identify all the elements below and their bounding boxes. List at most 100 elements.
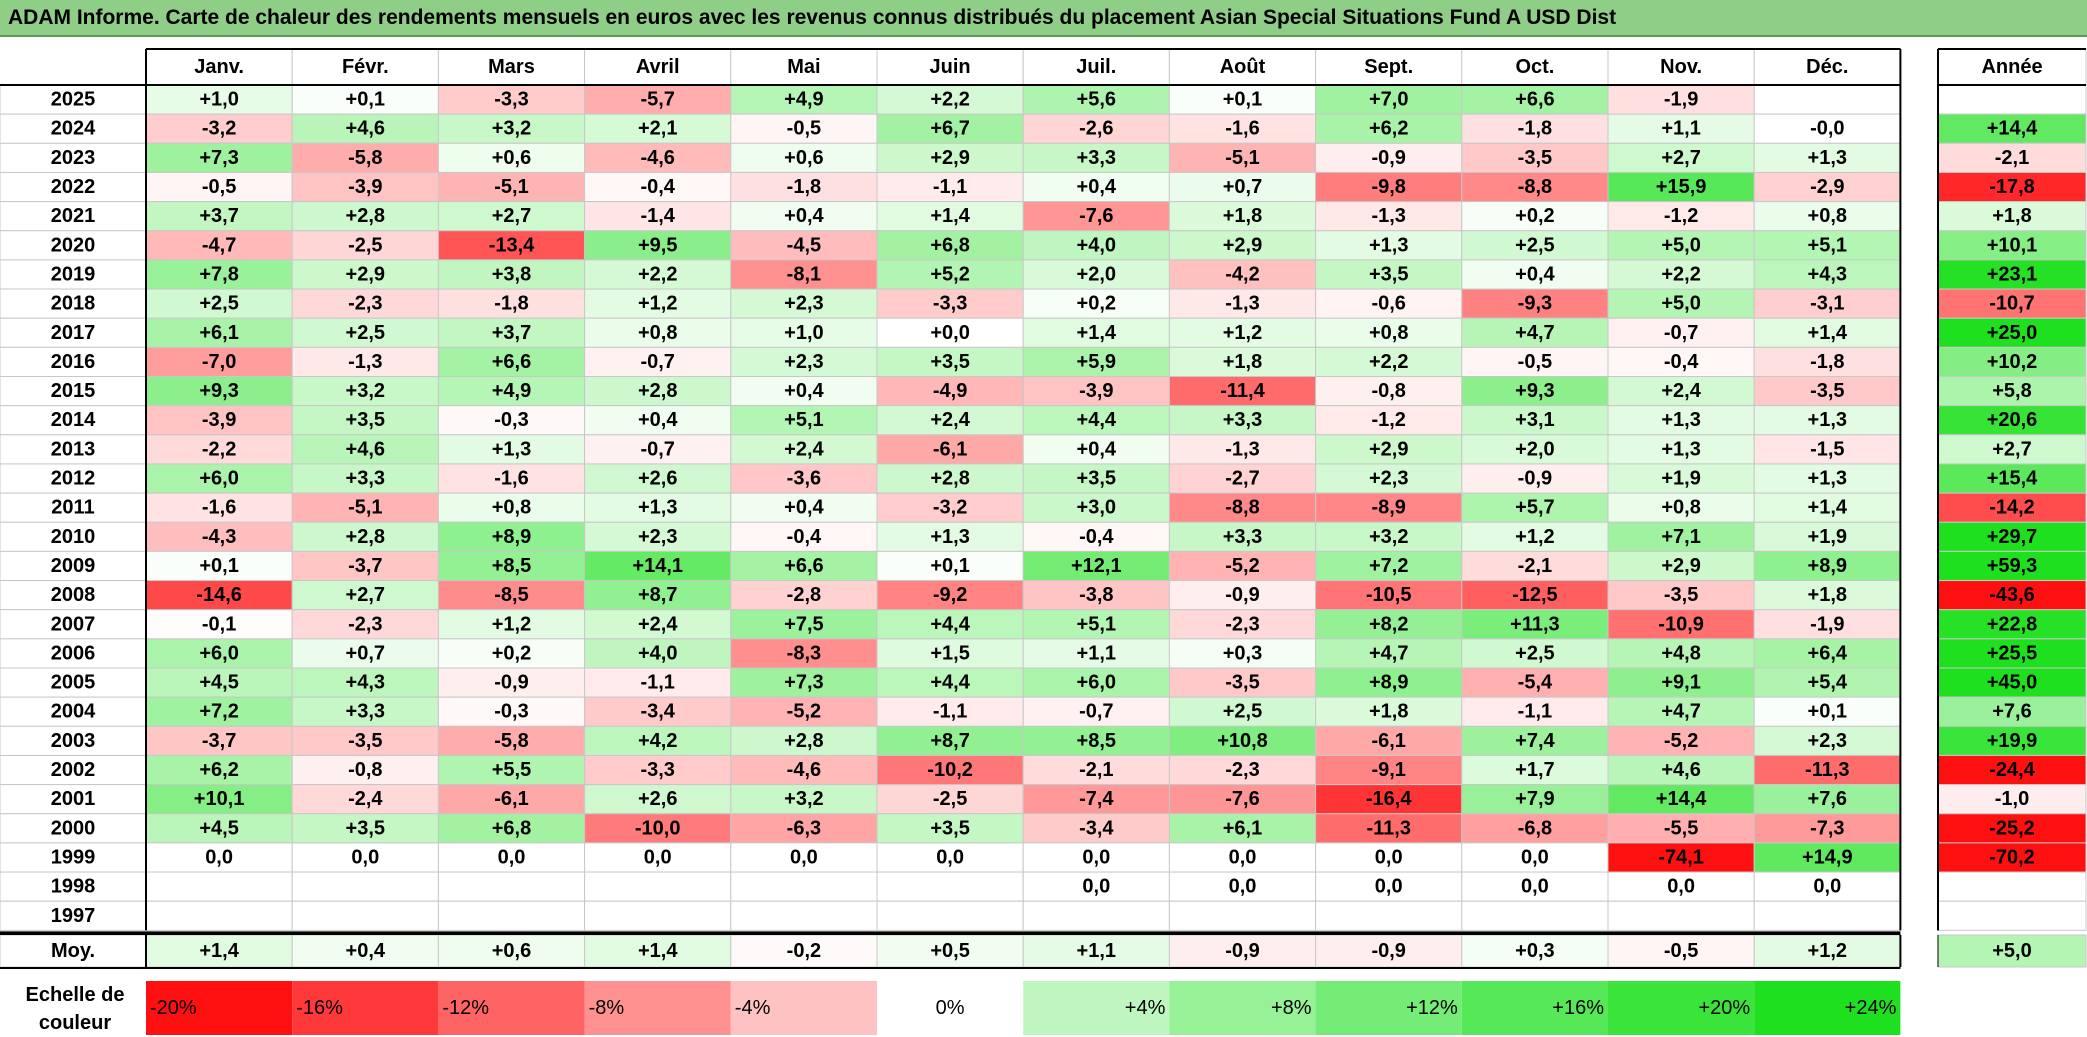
color-scale-value: -16% <box>296 997 343 1019</box>
heatmap-cell <box>730 784 878 815</box>
heatmap-cell-value: -0,9 <box>494 672 528 694</box>
heatmap-cell <box>1168 492 1317 523</box>
heatmap-cell-value: -0,3 <box>494 701 528 723</box>
annual-cell <box>1937 550 2087 582</box>
heatmap-cell <box>437 550 586 582</box>
month-header-10: Oct. <box>1515 56 1554 78</box>
heatmap-cell-value: +8,5 <box>1077 730 1116 752</box>
heatmap-cell <box>1607 492 1755 523</box>
heatmap-cell-value: -0,8 <box>348 759 382 781</box>
heatmap-cell-value: -5,4 <box>1518 672 1553 694</box>
year-label-cell <box>0 609 147 640</box>
heatmap-cell <box>1022 550 1170 582</box>
annual-cell-value: -1,0 <box>1995 788 2029 810</box>
heatmap-cell-value: -3,3 <box>640 759 674 781</box>
heatmap-cell-value: +0,6 <box>492 147 531 169</box>
heatmap-cell <box>1022 405 1170 436</box>
heatmap-cell <box>1753 346 1901 378</box>
heatmap-cell <box>145 521 293 552</box>
year-label: 2023 <box>51 147 96 169</box>
heatmap-cell-value: +2,4 <box>930 409 970 431</box>
heatmap-cell-value: 0,0 <box>936 846 964 868</box>
heatmap-cell <box>437 842 586 873</box>
year-label: 1997 <box>51 905 96 927</box>
heatmap-cell-value: -6,3 <box>787 817 821 839</box>
heatmap-cell-value: -1,6 <box>1225 118 1259 140</box>
heatmap-cell <box>1315 201 1463 232</box>
heatmap-cell <box>437 900 586 931</box>
color-scale-value: 0% <box>936 997 965 1019</box>
heatmap-cell-value: +0,2 <box>492 642 531 664</box>
heatmap-cell <box>1315 550 1463 582</box>
heatmap-cell-value: +1,7 <box>1515 759 1554 781</box>
heatmap-cell-value: -1,1 <box>1518 701 1552 723</box>
heatmap-cell <box>1022 813 1170 844</box>
heatmap-cell <box>1168 754 1317 786</box>
heatmap-cell <box>1607 259 1755 290</box>
heatmap-cell-value: -5,8 <box>494 730 528 752</box>
heatmap-cell-value: +1,2 <box>1223 322 1262 344</box>
heatmap-cell <box>291 84 439 115</box>
heatmap-cell-value: +0,1 <box>1223 89 1262 111</box>
heatmap-cell <box>1315 171 1463 203</box>
heatmap-cell <box>437 317 586 348</box>
heatmap-cell-value: +3,1 <box>1515 409 1554 431</box>
heatmap-cell-value: +2,7 <box>346 584 385 606</box>
heatmap-cell-value: +4,5 <box>199 672 238 694</box>
heatmap-cell-value: +1,2 <box>638 293 677 315</box>
heatmap-cell <box>1168 376 1317 407</box>
heatmap-cell <box>876 317 1024 348</box>
heatmap-cell <box>145 580 293 611</box>
average-cell <box>876 934 1024 968</box>
average-label: Moy. <box>51 940 95 962</box>
heatmap-cell-value: -14,6 <box>196 584 242 606</box>
heatmap-cell-value: +2,4 <box>1661 380 1701 402</box>
heatmap-cell <box>1168 842 1317 873</box>
heatmap-cell-value: +5,5 <box>492 759 531 781</box>
heatmap-cell <box>1022 521 1170 552</box>
heatmap-cell <box>1753 725 1901 756</box>
heatmap-cell-value: +6,0 <box>199 642 238 664</box>
heatmap-cell-value: +12,1 <box>1071 555 1122 577</box>
heatmap-cell-value: 0,0 <box>205 846 233 868</box>
average-cell-value: -0,5 <box>1664 940 1698 962</box>
heatmap-cell-value: -9,2 <box>933 584 967 606</box>
heatmap-cell-value: +1,1 <box>1077 642 1116 664</box>
heatmap-cell <box>1461 230 1609 261</box>
heatmap-cell-value: +4,9 <box>492 380 531 402</box>
heatmap-cell <box>1607 638 1755 669</box>
heatmap-cell-value: -10,0 <box>635 817 681 839</box>
color-scale-swatch <box>1315 981 1462 1035</box>
heatmap-cell-value: +0,8 <box>1369 322 1408 344</box>
heatmap-cell <box>876 84 1024 115</box>
heatmap-cell-value: -2,3 <box>1225 613 1259 635</box>
heatmap-cell-value: +10,1 <box>194 788 245 810</box>
heatmap-cell <box>584 171 732 203</box>
heatmap-cell <box>730 259 878 290</box>
heatmap-cell <box>1022 463 1170 494</box>
heatmap-cell-value: +1,5 <box>930 642 969 664</box>
heatmap-cell <box>876 463 1024 494</box>
heatmap-cell <box>876 492 1024 523</box>
heatmap-cell-value: -0,8 <box>1371 380 1405 402</box>
heatmap-cell <box>730 405 878 436</box>
heatmap-cell-value: -1,6 <box>202 497 236 519</box>
heatmap-cell-value: +14,1 <box>632 555 683 577</box>
heatmap-cell <box>1753 900 1901 931</box>
heatmap-cell-value: 0,0 <box>498 846 526 868</box>
heatmap-cell-value: +6,8 <box>930 234 969 256</box>
heatmap-cell-value: -3,8 <box>1079 584 1113 606</box>
heatmap-cell-value: -3,1 <box>1810 293 1844 315</box>
heatmap-cell-value: +1,8 <box>1223 351 1262 373</box>
heatmap-cell-value: +6,8 <box>492 817 531 839</box>
heatmap-cell-value: +9,3 <box>1515 380 1554 402</box>
heatmap-cell-value: +8,7 <box>638 584 677 606</box>
annual-cell <box>1937 171 2087 203</box>
heatmap-cell-value: +1,3 <box>1808 409 1847 431</box>
year-label: 2022 <box>51 176 96 198</box>
heatmap-cell-value: -0,7 <box>1079 701 1113 723</box>
heatmap-cell <box>437 609 586 640</box>
heatmap-cell <box>1022 900 1170 931</box>
year-label-cell <box>0 113 147 144</box>
heatmap-cell-value: -3,4 <box>1079 817 1114 839</box>
